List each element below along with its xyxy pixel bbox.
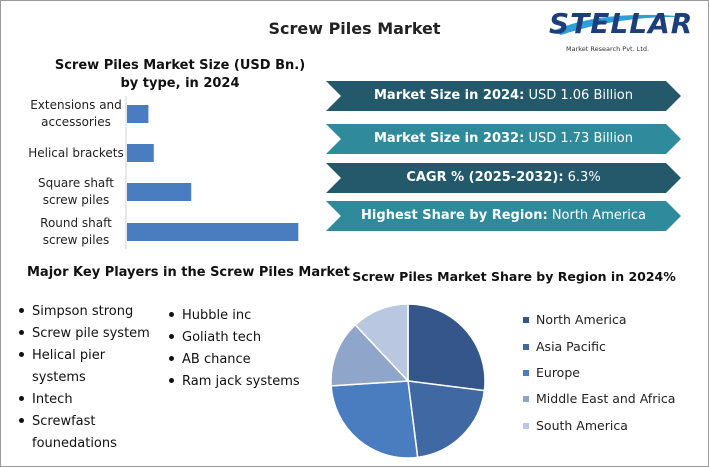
banner-label: Market Size in 2032: xyxy=(373,131,525,146)
logo-name: STELLAR xyxy=(549,7,694,40)
banner-text: CAGR % (2025-2032): 6.3% xyxy=(326,163,681,193)
player-item: Screw pile system xyxy=(19,323,151,345)
key-players-title: Major Key Players in the Screw Piles Mar… xyxy=(27,265,350,280)
legend-swatch xyxy=(523,396,529,402)
banner-value: USD 1.73 Billion xyxy=(528,131,633,146)
logo-swoosh xyxy=(553,14,691,35)
bar xyxy=(127,144,154,162)
banner-value: USD 1.06 Billion xyxy=(528,88,633,103)
legend-swatch xyxy=(523,317,529,323)
banner-value: North America xyxy=(551,208,646,223)
player-item: Hubble inc xyxy=(169,305,319,327)
legend-label: Europe xyxy=(536,365,580,380)
banner xyxy=(326,81,681,111)
player-item: Ram jack systems xyxy=(169,371,319,393)
banner xyxy=(326,124,681,154)
legend-label: North America xyxy=(536,312,627,327)
pie-slice xyxy=(330,380,419,459)
legend-swatch xyxy=(523,370,529,376)
pie-chart-title: Screw Piles Market Share by Region in 20… xyxy=(352,269,676,284)
player-list: Hubble inc Goliath tech AB chance Ram jack … xyxy=(169,305,319,393)
legend-label: Middle East and Africa xyxy=(536,391,676,406)
bar xyxy=(127,105,149,123)
pie-slice xyxy=(330,323,410,387)
pie-slice xyxy=(354,303,409,383)
legend-swatch xyxy=(523,423,529,429)
legend-label: Asia Pacific xyxy=(536,339,606,354)
player-item: Intech xyxy=(19,389,151,411)
bar xyxy=(127,183,192,201)
banner-text: Market Size in 2032: USD 1.73 Billion xyxy=(326,124,681,154)
player-item: Goliath tech xyxy=(169,327,319,349)
banner xyxy=(326,201,681,231)
banner-text: Highest Share by Region: North America xyxy=(326,201,681,231)
category-label: Extensions and accessories xyxy=(30,98,122,129)
bar-chart-title: Screw Piles Market Size (USD Bn.) by typ… xyxy=(54,58,306,91)
banner-value: 6.3% xyxy=(567,170,601,185)
pie-slice xyxy=(407,303,486,392)
pie-slice xyxy=(407,380,486,459)
category-label: Square shaft screw piles xyxy=(38,176,114,207)
banner-label: Market Size in 2024: xyxy=(373,88,525,103)
player-list: Simpson strong Screw pile system Helical p… xyxy=(19,301,151,455)
player-item: Screwfast founedations xyxy=(19,411,151,455)
bar xyxy=(127,223,299,241)
player-item: AB chance xyxy=(169,349,319,371)
logo-tagline: Market Research Pvt. Ltd. xyxy=(566,45,650,53)
banner-label: Highest Share by Region: xyxy=(361,208,548,223)
banner-label: CAGR % (2025-2032): xyxy=(406,170,564,185)
player-item: Simpson strong xyxy=(19,301,151,323)
category-label: Helical brackets xyxy=(28,145,124,160)
banner xyxy=(326,163,681,193)
legend-label: South America xyxy=(536,418,628,433)
legend-swatch xyxy=(523,344,529,350)
player-item: Helical pier systems xyxy=(19,345,151,389)
page-title: Screw Piles Market xyxy=(268,19,441,38)
category-label: Round shaft screw piles xyxy=(40,216,112,247)
banner-text: Market Size in 2024: USD 1.06 Billion xyxy=(326,81,681,111)
